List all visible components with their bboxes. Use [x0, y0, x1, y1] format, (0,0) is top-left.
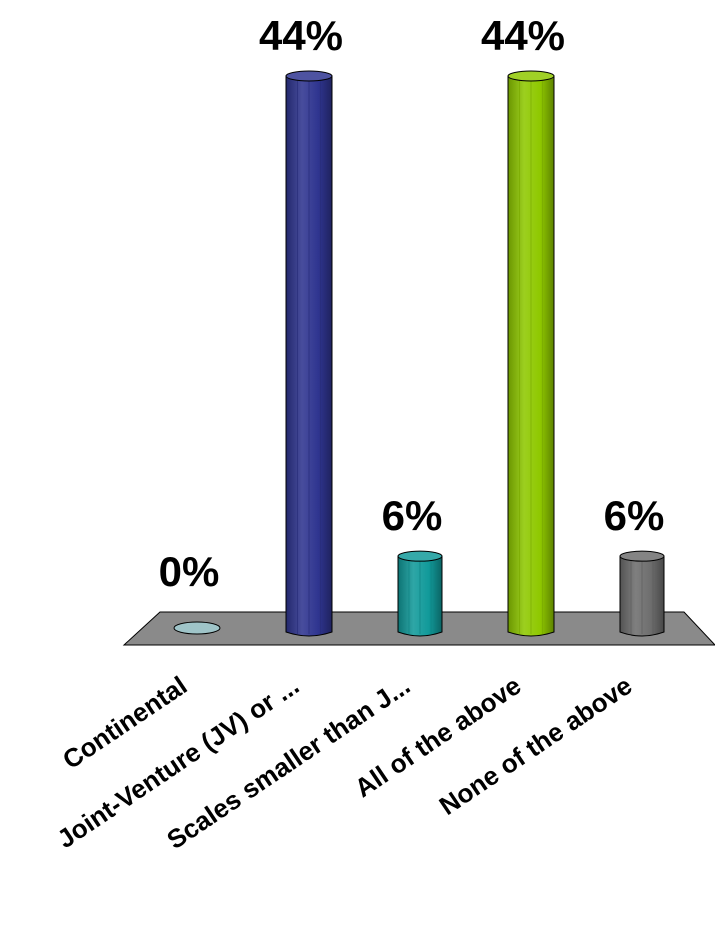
bars-group [173, 70, 665, 637]
bar-continental [173, 621, 221, 635]
value-label-scales-smaller-than-j: 6% [382, 492, 443, 539]
bar-joint-venture-jv-or [285, 70, 333, 637]
value-label-joint-venture-jv-or: 44% [259, 12, 343, 59]
value-label-all-of-the-above: 44% [481, 12, 565, 59]
value-label-none-of-the-above: 6% [604, 492, 665, 539]
category-label-none-of-the-above: None of the above [434, 670, 638, 821]
value-label-continental: 0% [159, 548, 220, 595]
bar-none-of-the-above [619, 550, 665, 637]
value-labels-group: 0% 44% 6% 44% 6% [159, 12, 665, 595]
bar-all-of-the-above [507, 70, 555, 637]
bar-scales-smaller-than-j [397, 550, 443, 637]
